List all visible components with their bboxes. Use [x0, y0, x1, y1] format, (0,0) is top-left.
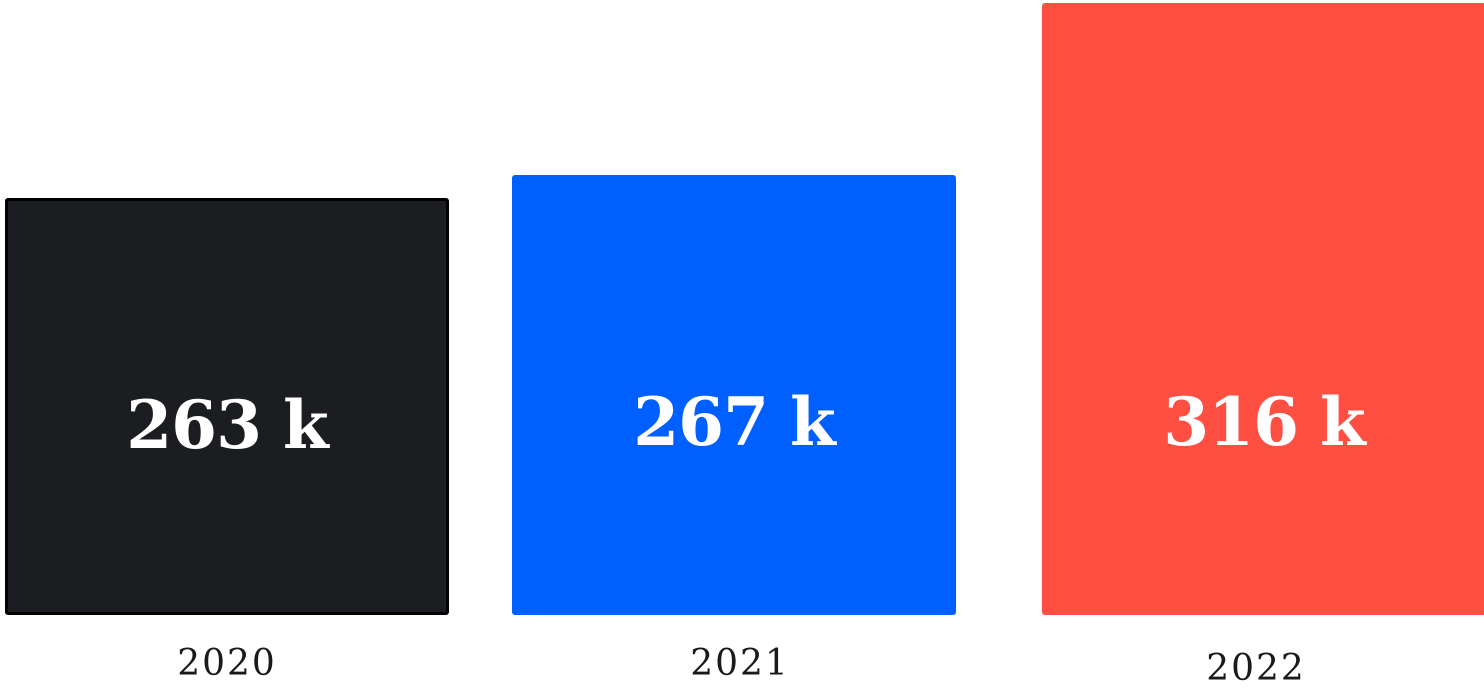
category-label: 2020	[177, 643, 277, 684]
bar-value-label: 263 k	[126, 386, 328, 464]
bar-2020: 263 k	[5, 198, 449, 615]
category-label: 2021	[690, 643, 790, 684]
category-label: 2022	[1206, 648, 1306, 689]
bar-value-label: 267 k	[633, 383, 835, 461]
bar-value-label: 316 k	[1163, 383, 1365, 461]
bar-2021: 267 k	[512, 175, 956, 615]
bar-2022: 316 k	[1042, 3, 1484, 615]
